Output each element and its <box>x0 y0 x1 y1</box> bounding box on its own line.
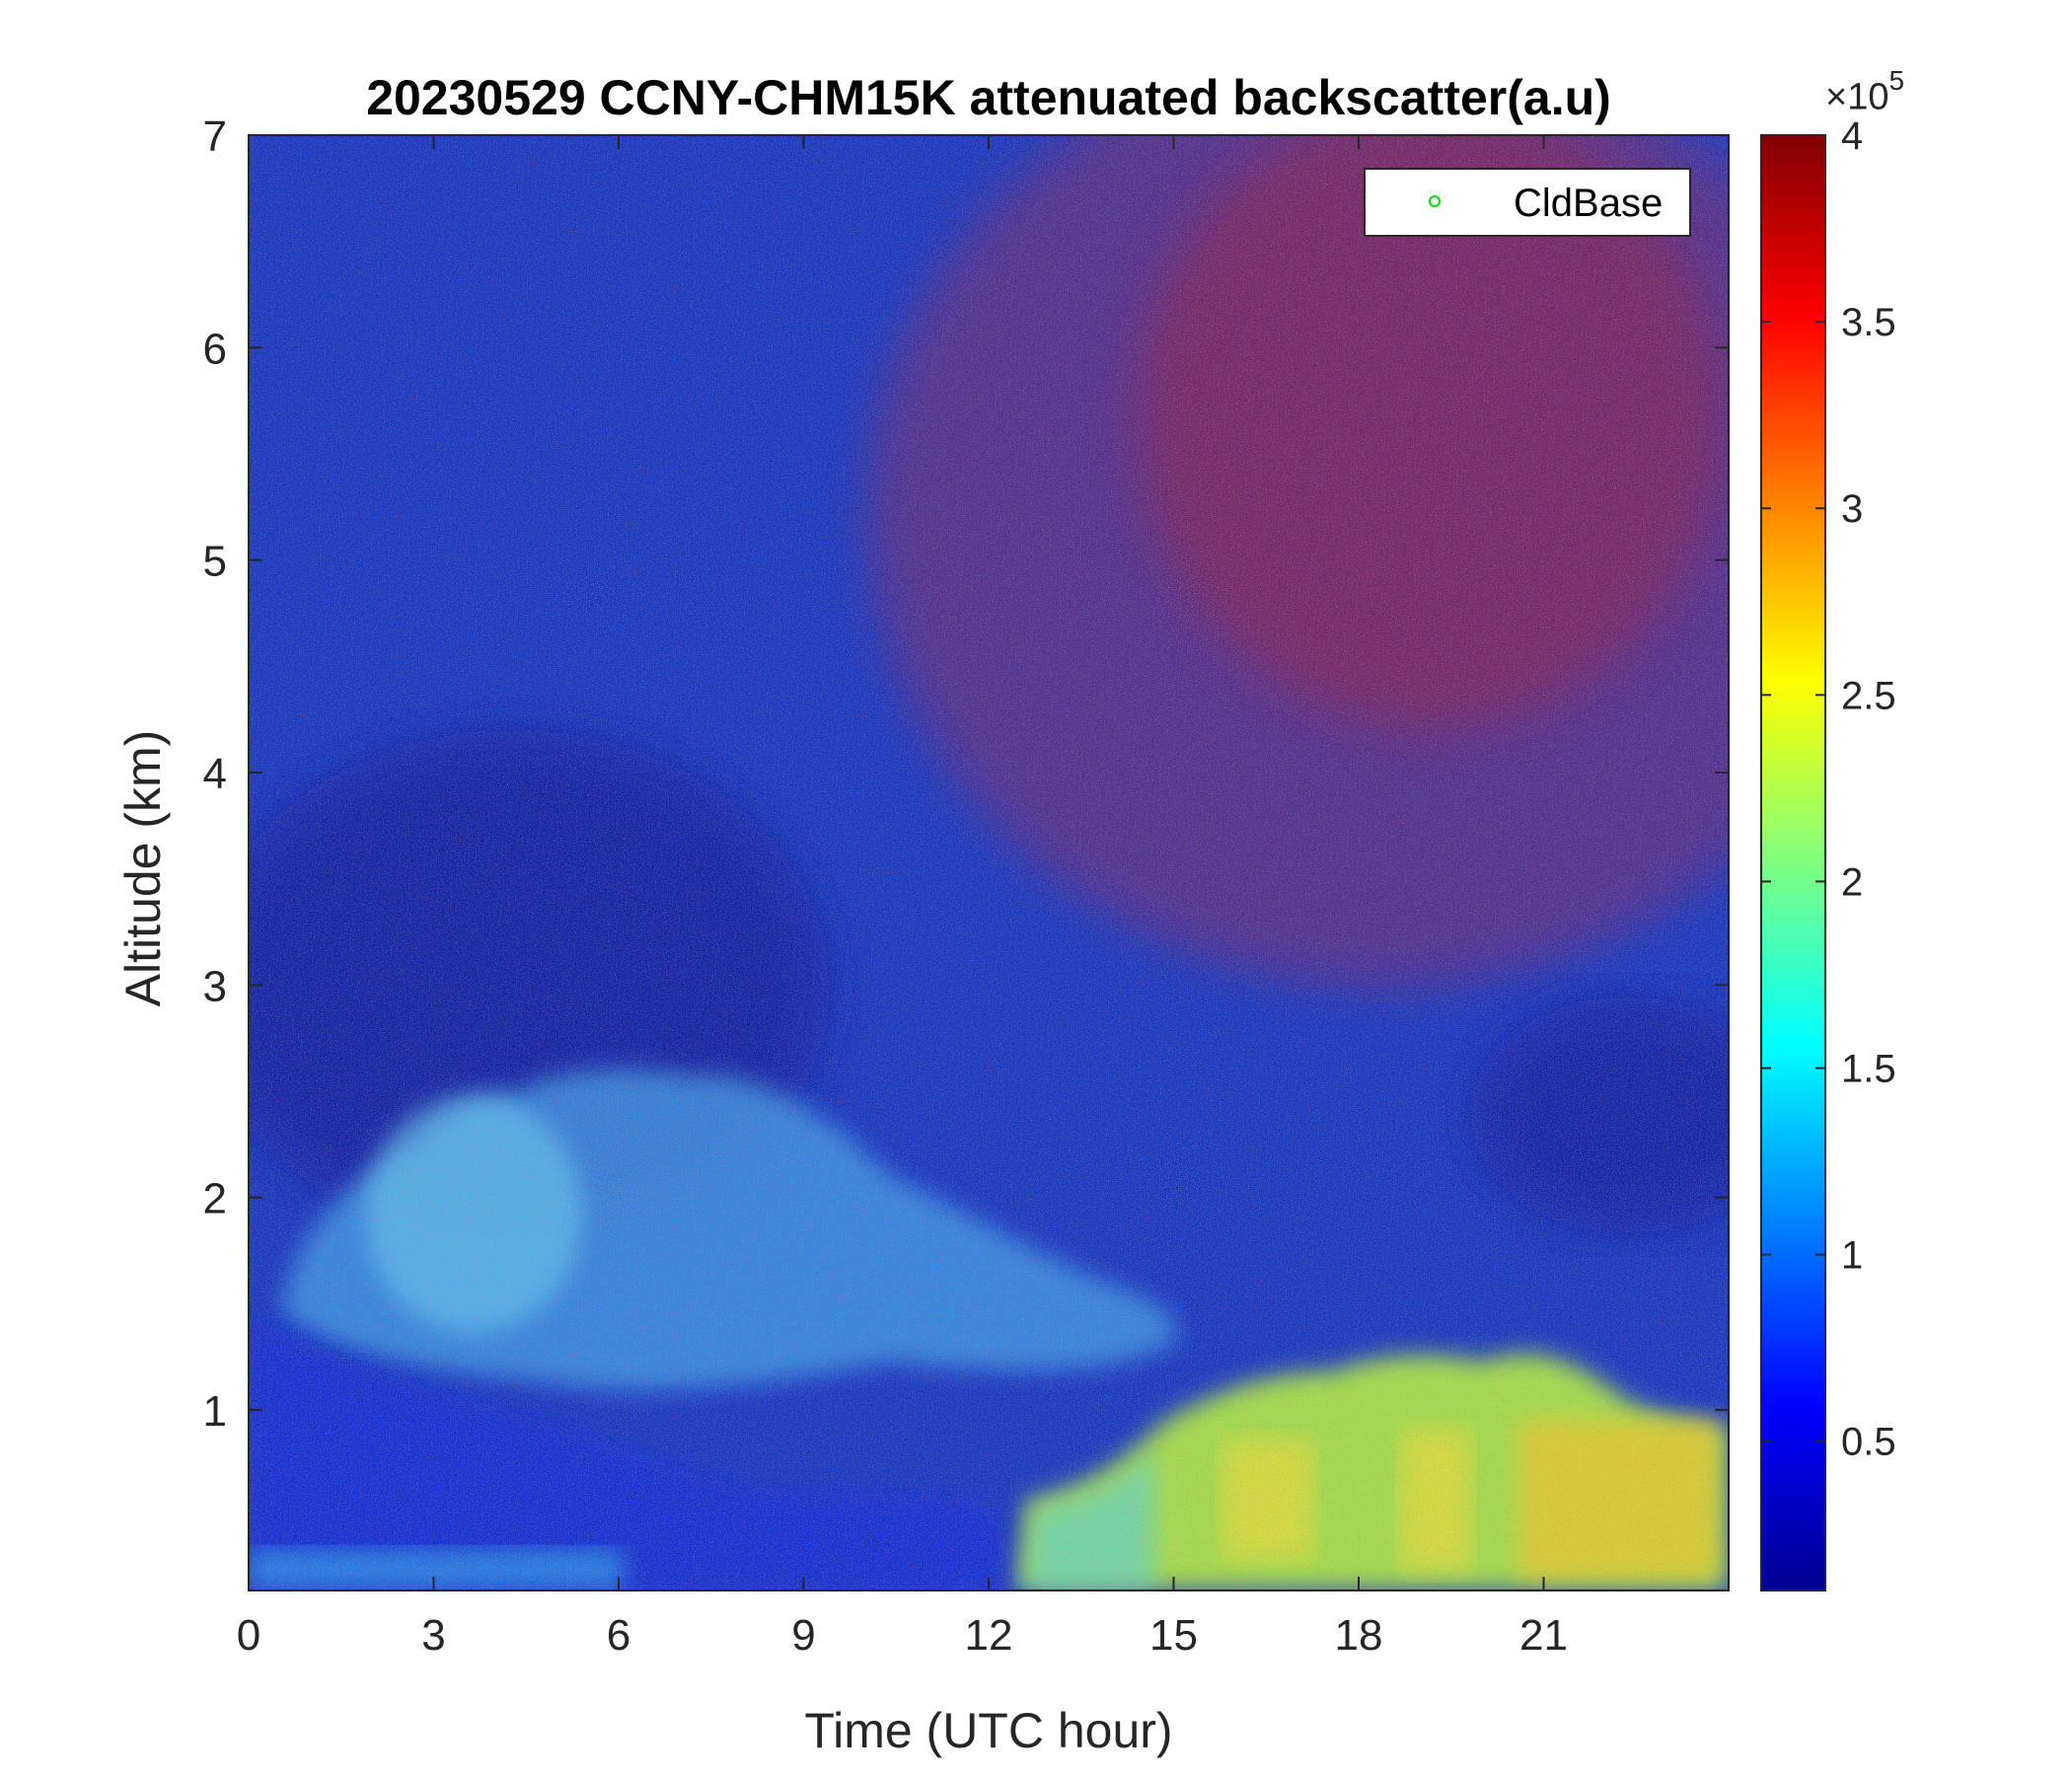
colorbar-tick-label: 2 <box>1841 860 1863 904</box>
x-tick-label: 0 <box>237 1611 260 1660</box>
y-tick-label: 4 <box>203 750 227 798</box>
colorbar-tick-label: 3.5 <box>1841 301 1896 344</box>
x-tick-label: 6 <box>607 1611 630 1660</box>
y-axis: 1 2 3 4 5 6 7 <box>203 112 1729 1436</box>
y-tick-label: 1 <box>203 1387 227 1436</box>
colorbar-tick-label: 4 <box>1841 114 1863 158</box>
legend-label: CldBase <box>1514 182 1664 225</box>
colorbar-tick-label: 2.5 <box>1841 674 1896 717</box>
colorbar-tick-label: 3 <box>1841 487 1863 531</box>
x-tick-label: 18 <box>1335 1611 1383 1660</box>
colorbar <box>1760 134 1826 1591</box>
colorbar-tick-label: 1 <box>1841 1234 1863 1278</box>
y-tick-label: 7 <box>203 112 227 161</box>
y-tick-label: 6 <box>203 325 227 373</box>
colorbar-tick-label: 1.5 <box>1841 1048 1896 1091</box>
colorbar-tick-label: 0.5 <box>1841 1421 1896 1464</box>
x-tick-label: 15 <box>1149 1611 1198 1660</box>
y-tick-label: 3 <box>203 962 227 1010</box>
noise-texture-cyan <box>249 135 1729 1591</box>
x-axis-label: Time (UTC hour) <box>804 1703 1173 1758</box>
y-tick-label: 5 <box>203 538 227 586</box>
legend-marker-circle-icon <box>1429 195 1441 207</box>
heatmap-area <box>249 135 1729 1591</box>
x-tick-label: 21 <box>1519 1611 1568 1660</box>
colorbar-ticks: 0.5 1 1.5 2 2.5 3 3.5 4 <box>1761 114 1896 1464</box>
x-axis: 0 3 6 9 12 15 18 21 <box>237 135 1568 1660</box>
chart-title: 20230529 CCNY-CHM15K attenuated backscat… <box>366 70 1611 125</box>
x-tick-label: 3 <box>421 1611 445 1660</box>
y-tick-label: 2 <box>203 1175 227 1223</box>
x-tick-label: 9 <box>791 1611 815 1660</box>
y-axis-label: Altitude (km) <box>115 729 171 1007</box>
colorbar-multiplier-exponent: 5 <box>1888 65 1905 96</box>
x-tick-label: 12 <box>965 1611 1013 1660</box>
legend: CldBase <box>1364 168 1691 237</box>
colorbar-multiplier-base: ×10 <box>1825 76 1889 118</box>
colorbar-multiplier: ×105 <box>1825 65 1904 119</box>
